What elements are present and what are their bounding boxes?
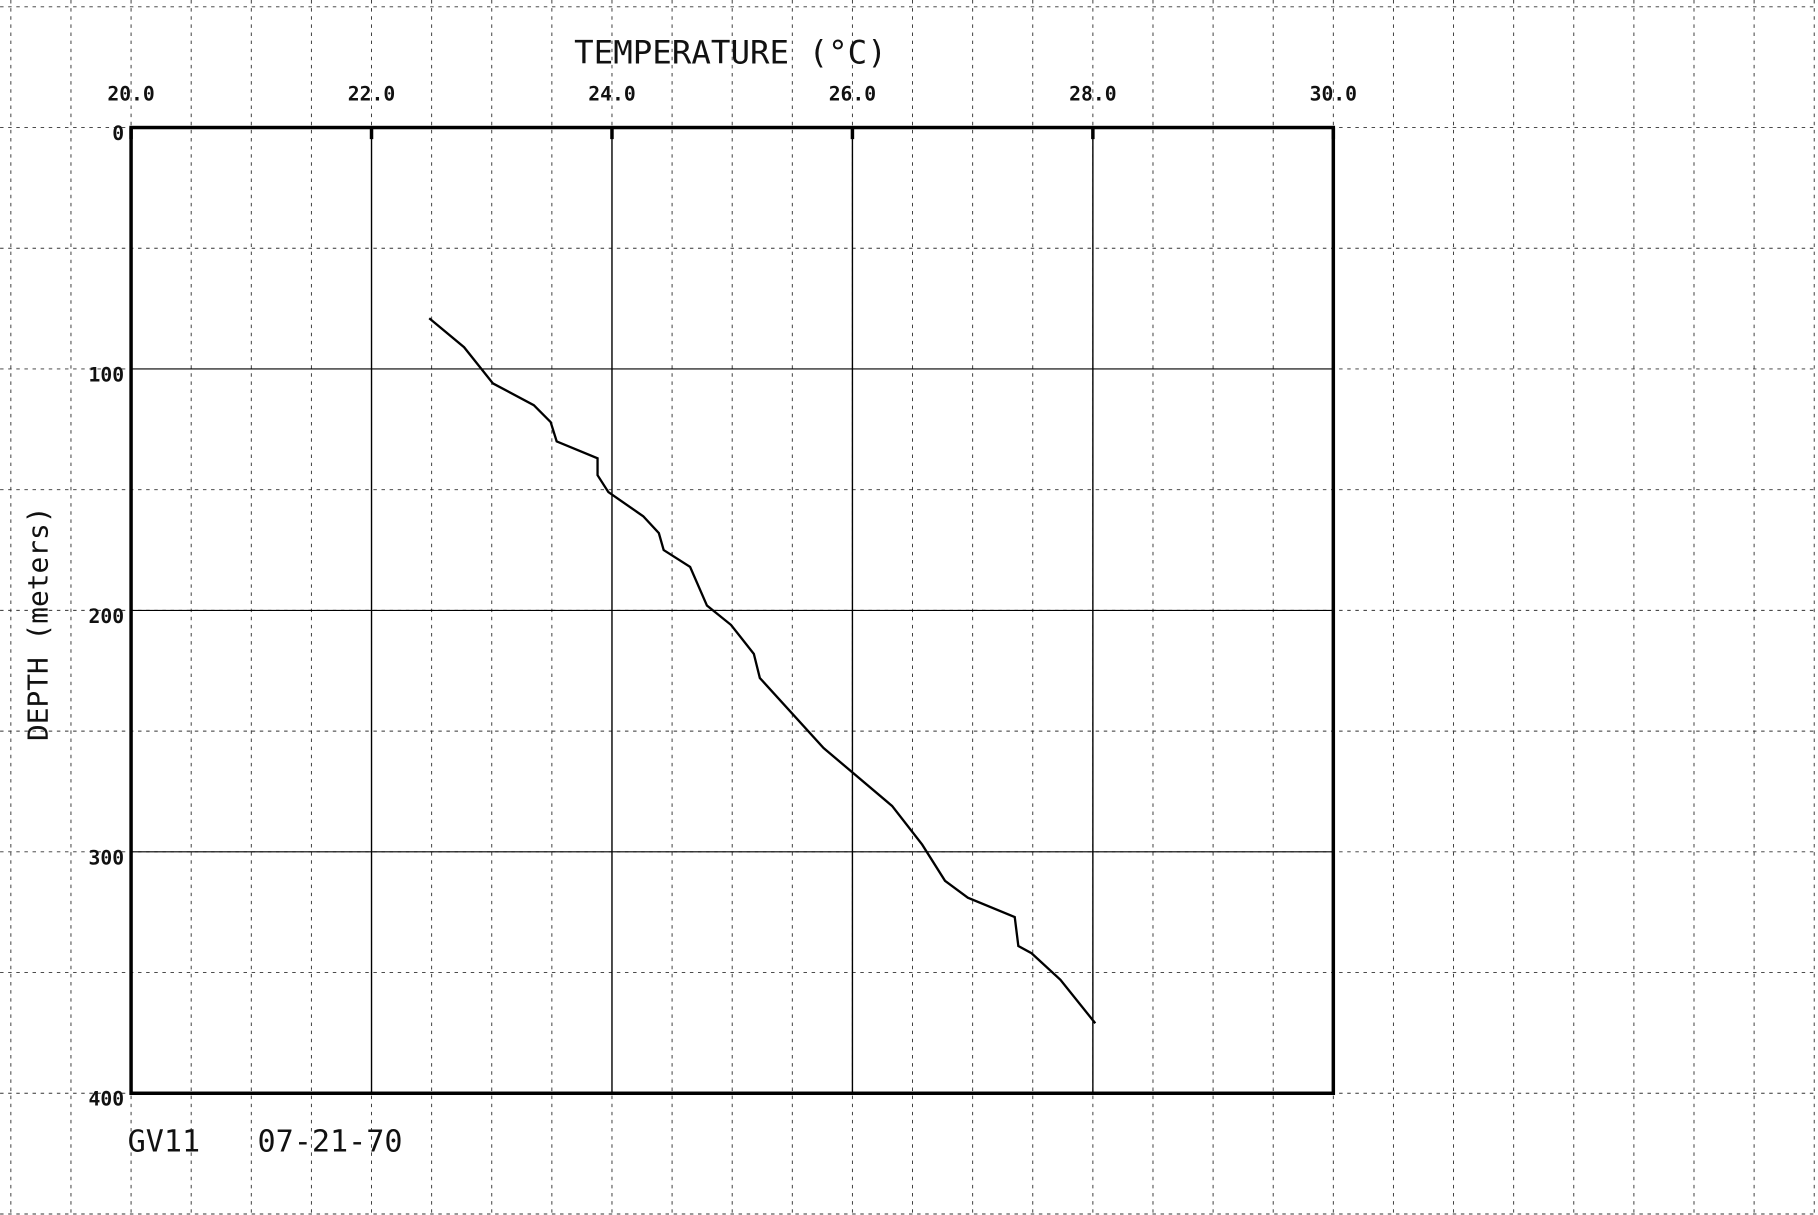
y-tick-label: 300 <box>89 846 125 869</box>
x-tick-label: 24.0 <box>588 83 635 106</box>
y-tick-label: 400 <box>89 1088 125 1111</box>
x-tick-label: 26.0 <box>829 83 876 106</box>
profile-line <box>428 317 1097 1024</box>
y-tick-label: 0 <box>112 122 124 145</box>
chart-title: TEMPERATURE (°C) <box>574 33 887 71</box>
x-tick-label: 22.0 <box>348 83 395 106</box>
x-tick-label: 20.0 <box>107 83 154 106</box>
y-axis-label: DEPTH (meters) <box>21 507 54 741</box>
annotation: 07-21-70 <box>257 1125 402 1160</box>
plot-frame <box>129 125 1336 1096</box>
y-tick-label: 200 <box>89 605 125 628</box>
x-tick-label: 28.0 <box>1069 83 1116 106</box>
y-tick-label: 100 <box>89 363 125 386</box>
annotation: GV11 <box>128 1125 201 1160</box>
x-tick-label: 30.0 <box>1310 83 1357 106</box>
